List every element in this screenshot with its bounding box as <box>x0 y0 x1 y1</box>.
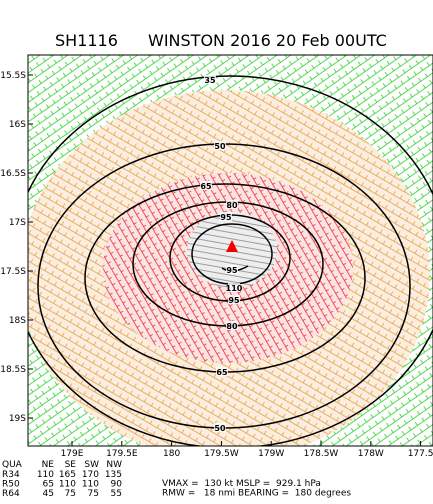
table-header: SE <box>65 460 77 470</box>
table-cell: 110 <box>37 470 54 480</box>
contour-label-bg <box>204 75 216 84</box>
table-cell: 75 <box>65 489 76 499</box>
contour-label-bg <box>214 423 226 432</box>
contour-label: 50 <box>214 142 226 151</box>
lat-label: 17S <box>9 218 26 228</box>
contour-label: 80 <box>226 322 238 331</box>
table-cell: 75 <box>88 489 99 499</box>
storm-id: SH1116 <box>55 31 118 50</box>
lon-label: 178W <box>358 449 384 459</box>
lon-label: 179W <box>258 449 284 459</box>
lon-label: 180 <box>163 449 180 459</box>
table-header: QUA <box>2 460 23 470</box>
info: RMW = 18 nmi BEARING = 180 degrees <box>162 489 351 499</box>
lat-label: 18.5S <box>0 365 26 375</box>
lon-label: 178.5W <box>304 449 339 459</box>
contour-label-bg <box>228 295 240 304</box>
map-frame <box>27 54 433 447</box>
contour-label: 95 <box>226 266 238 275</box>
lon-label: 179E <box>61 449 84 459</box>
contour-label-bg <box>226 265 238 274</box>
center <box>226 240 238 252</box>
table-cell: 110 <box>59 480 76 490</box>
table-cell: R34 <box>2 470 20 480</box>
table-cell: 45 <box>43 489 54 499</box>
lat-label: 17.5S <box>0 267 26 277</box>
table-cell: 90 <box>111 480 123 490</box>
contour-label: 65 <box>200 182 212 191</box>
table-cell: 110 <box>82 480 99 490</box>
contour-label: 80 <box>226 201 238 210</box>
table-cell: 55 <box>111 489 122 499</box>
lon-label: 177.5 <box>408 449 433 459</box>
contour-label-bg <box>214 141 226 150</box>
info: VMAX = 130 kt MSLP = 929.1 hPa <box>162 479 321 489</box>
lat-label: 18S <box>9 316 26 326</box>
table-cell: R50 <box>2 480 20 490</box>
title: WINSTON 2016 20 Feb 00UTC <box>148 31 387 50</box>
contour-label: 95 <box>220 213 232 222</box>
wind-field <box>28 55 433 446</box>
table-cell: 165 <box>59 470 76 480</box>
contour-label: 110 <box>226 284 243 293</box>
contour-label-bg <box>220 212 232 221</box>
table-header: SW <box>84 460 99 470</box>
contour-label-bg <box>200 181 212 190</box>
table-header: NW <box>106 460 122 470</box>
contour-label-bg <box>228 283 240 292</box>
contour-label: 50 <box>214 424 226 433</box>
lon-label: 179.5W <box>204 449 239 459</box>
contour-label: 65 <box>216 368 228 377</box>
lat-label: 15.5S <box>0 71 26 81</box>
contour-label-bg <box>216 367 228 376</box>
lat-label: 16S <box>9 120 26 130</box>
contour-label-bg <box>226 321 238 330</box>
lat-label: 16.5S <box>0 169 26 179</box>
table-cell: 65 <box>43 480 54 490</box>
labels: 15.5S 16S 16.5S 17S 17.5S 18S 18.5S 19S 179E 179.… <box>0 71 433 499</box>
lat-label: 19S <box>9 414 26 424</box>
contour-label-bg <box>226 200 238 209</box>
lon-label: 179.5E <box>106 449 138 459</box>
contour-label: 95 <box>228 296 240 305</box>
table-cell: R64 <box>2 489 20 499</box>
table-cell: 135 <box>105 470 122 480</box>
table-header: NE <box>42 460 55 470</box>
table-cell: 170 <box>82 470 99 480</box>
contour-label: 35 <box>204 76 216 85</box>
